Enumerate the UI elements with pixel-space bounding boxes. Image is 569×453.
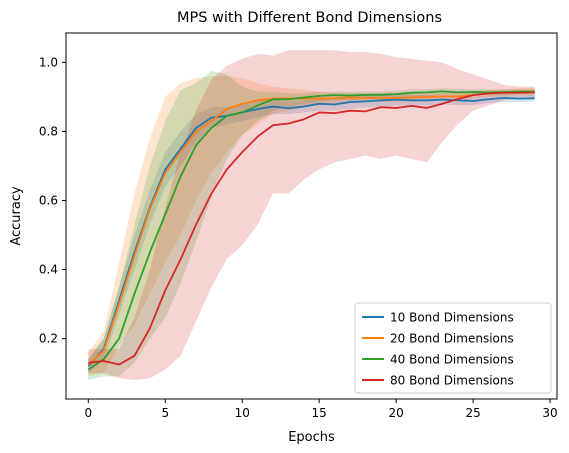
confidence-bands xyxy=(88,50,535,381)
x-tick-label: 5 xyxy=(161,406,169,420)
y-axis-label: Accuracy xyxy=(9,186,24,246)
legend-item-10-bond-dimensions: 10 Bond Dimensions xyxy=(362,311,514,325)
y-tick-label: 0.8 xyxy=(39,124,58,138)
10-bond-dimensions-line xyxy=(87,97,535,367)
plot-area-frame xyxy=(65,32,558,400)
series-lines xyxy=(87,90,535,371)
x-axis-ticks: 0 5 10 15 20 25 30 xyxy=(84,399,558,420)
chart-title: MPS with Different Bond Dimensions xyxy=(177,10,442,26)
legend-item-80-bond-dimensions: 80 Bond Dimensions xyxy=(362,374,514,388)
legend-item-40-bond-dimensions: 40 Bond Dimensions xyxy=(362,353,514,367)
x-tick-label: 25 xyxy=(465,406,480,420)
legend-label: 80 Bond Dimensions xyxy=(390,374,514,388)
legend-label: 10 Bond Dimensions xyxy=(390,311,514,325)
x-tick-label: 30 xyxy=(542,406,557,420)
x-tick-label: 20 xyxy=(389,406,404,420)
x-axis-label: Epochs xyxy=(288,430,335,445)
y-tick-label: 0.6 xyxy=(39,193,58,207)
legend-label: 20 Bond Dimensions xyxy=(390,332,514,346)
legend-box xyxy=(354,302,552,394)
legend: 10 Bond Dimensions 20 Bond Dimensions 40 B… xyxy=(354,302,552,394)
x-tick-label: 15 xyxy=(312,406,327,420)
x-tick-label: 0 xyxy=(84,406,92,420)
80-bond-dimensions-line xyxy=(88,91,535,366)
y-axis-ticks: 0.2 0.4 0.6 0.8 1.0 xyxy=(39,55,66,346)
40-bond-dimensions-band xyxy=(88,70,535,381)
40-bond-dimensions-line xyxy=(87,90,535,371)
y-tick-label: 1.0 xyxy=(39,55,58,69)
y-tick-label: 0.4 xyxy=(39,263,58,277)
legend-label: 40 Bond Dimensions xyxy=(390,353,514,367)
y-tick-label: 0.2 xyxy=(39,332,58,346)
80-bond-dimensions-band xyxy=(88,50,535,381)
x-tick-label: 10 xyxy=(235,406,250,420)
20-bond-dimensions-band xyxy=(88,76,535,377)
20-bond-dimensions-line xyxy=(87,90,535,366)
legend-item-20-bond-dimensions: 20 Bond Dimensions xyxy=(362,332,514,346)
